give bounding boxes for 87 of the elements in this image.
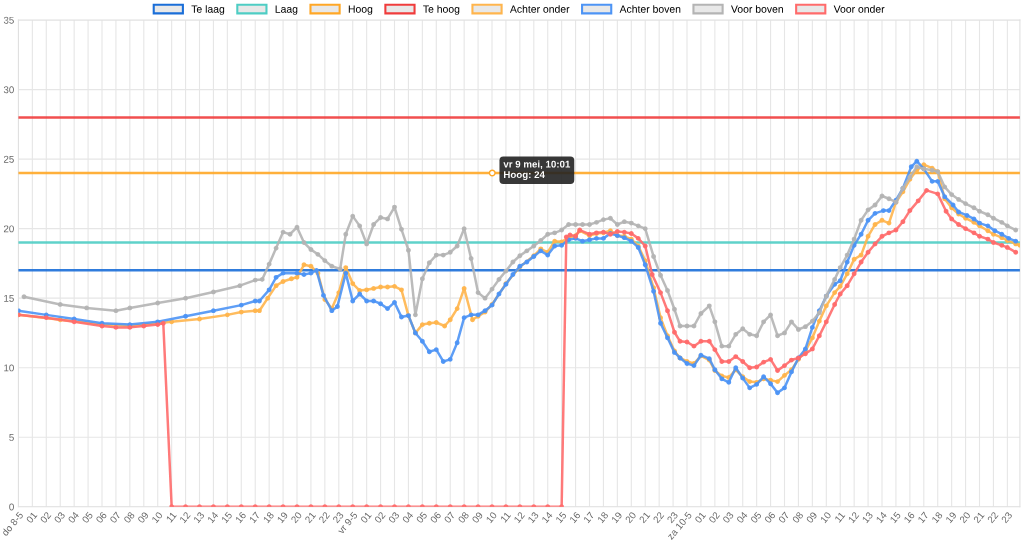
x-tick-label: 12	[513, 511, 525, 524]
x-tick-label: 04	[736, 511, 749, 524]
legend-label: Voor onder	[833, 5, 885, 13]
x-tick-label: 10	[820, 511, 832, 524]
x-tick-label: 12	[847, 511, 860, 524]
x-tick-label: 19	[611, 511, 623, 524]
x-tick-label: 20	[624, 511, 637, 524]
x-tick-label: 23	[666, 511, 679, 524]
x-tick-label: 20	[959, 511, 971, 524]
x-tick-label: 10	[485, 511, 498, 524]
x-tick-label: 17	[249, 511, 261, 524]
x-tick-label: 01	[25, 511, 38, 524]
x-tick-label: 04	[401, 511, 414, 524]
x-tick-label: 17	[917, 511, 929, 524]
x-tick-label: 23	[332, 511, 344, 524]
x-tick-label: 19	[945, 511, 957, 524]
x-tick-label: 18	[597, 511, 609, 524]
x-tick-label: 10	[151, 511, 163, 524]
x-tick-label: 06	[764, 511, 776, 524]
x-tick-label: 03	[722, 511, 734, 524]
x-tick-label: 16	[569, 511, 581, 524]
y-tick-label: 5	[9, 434, 14, 441]
x-tick-label: 14	[207, 511, 219, 524]
y-tick-label: 0	[9, 503, 14, 511]
x-tick-label: 06	[429, 511, 442, 524]
x-tick-label: 16	[235, 511, 247, 524]
y-tick-label: 20	[3, 225, 14, 233]
y-tick-label: 25	[3, 155, 14, 163]
x-tick-label: 07	[109, 511, 122, 524]
x-tick-label: 05	[415, 511, 428, 524]
x-tick-label: 13	[193, 511, 205, 524]
legend-label: Achter onder	[509, 5, 570, 13]
x-tick-label: 04	[67, 511, 80, 524]
x-tick-label: 14	[875, 511, 888, 524]
x-tick-label: 03	[388, 511, 400, 524]
y-tick-label: 30	[3, 86, 14, 94]
x-tick-label: 15	[555, 511, 567, 524]
x-tick-label: 22	[318, 511, 330, 524]
x-tick-label: 23	[1000, 511, 1013, 524]
x-tick-label: 07	[778, 511, 790, 524]
x-tick-label: 09	[471, 511, 484, 524]
legend-label: Laag	[275, 5, 298, 15]
y-tick-label: 15	[4, 295, 14, 302]
x-tick-label: 21	[973, 511, 985, 524]
x-tick-label: 20	[290, 511, 303, 524]
x-tick-label: 11	[165, 511, 177, 523]
x-tick-label: 02	[39, 511, 52, 524]
x-tick-label: 03	[53, 511, 66, 524]
x-tick-label: 18	[262, 511, 275, 524]
x-tick-label: 08	[123, 511, 136, 524]
x-tick-label: 22	[987, 511, 999, 524]
x-tick-label: 22	[652, 511, 665, 524]
x-tick-label: 05	[750, 511, 762, 524]
x-tick-label: 08	[457, 511, 470, 524]
x-tick-label: 21	[638, 511, 651, 524]
x-tick-label: 15	[221, 511, 233, 524]
x-tick-label: 01	[694, 511, 707, 524]
x-tick-label: 17	[583, 511, 595, 524]
x-tick-label: 13	[527, 511, 539, 524]
y-tick-label: 10	[4, 364, 14, 372]
x-tick-label: 18	[931, 511, 943, 524]
legend-label: Voor boven	[731, 5, 783, 13]
legend-label: Te hoog	[423, 5, 460, 15]
x-tick-label: 15	[889, 511, 902, 524]
annotation: vr 9 mei, 10:01 Hoog: 24	[503, 160, 571, 181]
legend-label: Hoog	[348, 5, 373, 15]
x-tick-label: do 8-5	[0, 511, 24, 537]
x-tick-label: 02	[708, 511, 721, 524]
x-tick-label: 07	[443, 511, 456, 524]
x-tick-label: 13	[861, 511, 874, 524]
x-tick-label: 14	[541, 511, 553, 524]
x-tick-label: 12	[179, 511, 191, 524]
x-tick-label: 21	[304, 511, 317, 524]
x-tick-label: 06	[95, 511, 108, 524]
x-tick-label: 16	[903, 511, 916, 524]
legend-label: Achter boven	[619, 5, 681, 13]
x-tick-label: 09	[805, 511, 818, 524]
x-tick-label: 08	[791, 511, 804, 524]
x-tick-label: 11	[500, 511, 512, 523]
x-tick-label: 01	[360, 511, 372, 524]
x-tick-label: 05	[81, 511, 94, 524]
x-tick-label: 19	[276, 511, 289, 524]
y-tick-label: 35	[3, 16, 14, 24]
x-tick-label: 09	[137, 511, 149, 524]
legend-label: Te laag	[191, 5, 225, 15]
x-tick-label: 02	[374, 511, 386, 524]
x-tick-label: 11	[834, 511, 846, 523]
